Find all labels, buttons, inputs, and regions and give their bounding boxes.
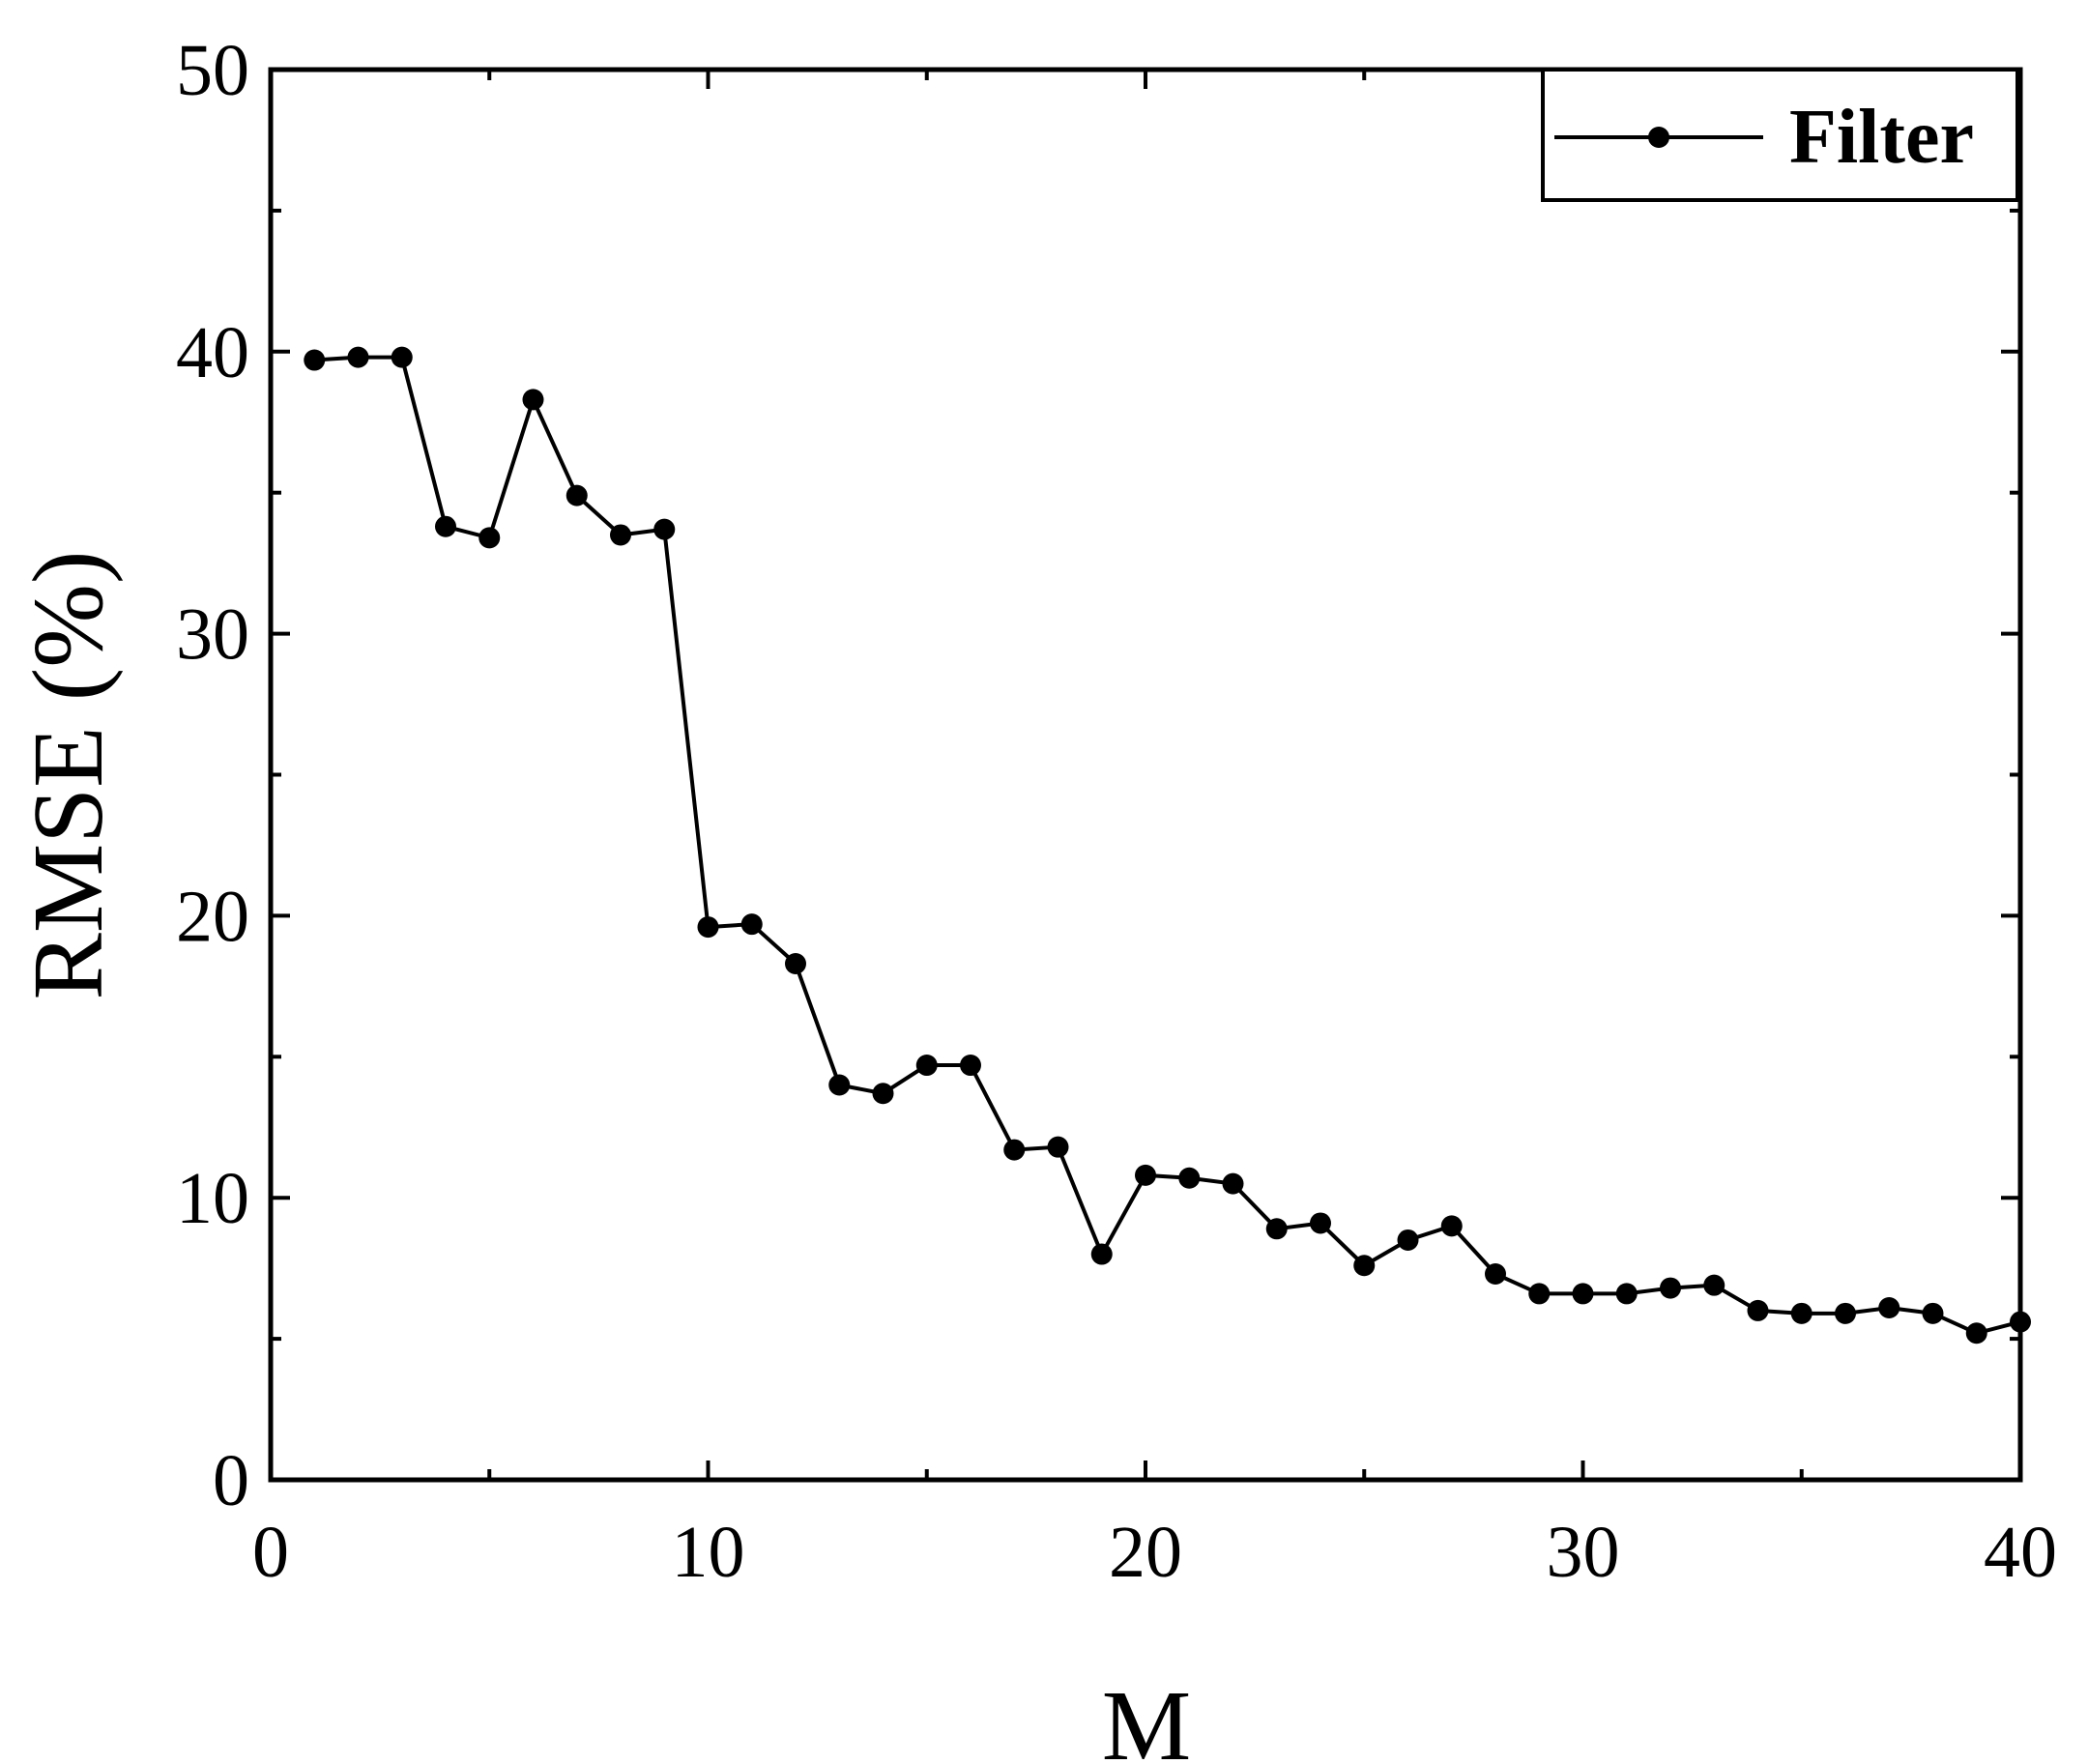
x-axis-label: M	[1102, 1670, 1191, 1764]
data-point	[1090, 1243, 1113, 1265]
data-point	[740, 913, 763, 936]
data-point	[1265, 1218, 1288, 1240]
data-point	[304, 349, 326, 371]
data-point	[872, 1083, 894, 1105]
data-point	[1615, 1283, 1638, 1305]
data-point	[478, 527, 501, 549]
data-point	[1572, 1283, 1594, 1305]
data-point	[828, 1074, 851, 1096]
x-tick-label: 20	[1109, 1512, 1182, 1593]
plot-frame	[268, 67, 2023, 1483]
y-tick-label: 10	[176, 1158, 249, 1239]
data-point	[1485, 1262, 1506, 1285]
x-tick-label: 40	[1984, 1512, 2057, 1593]
data-point	[1178, 1167, 1201, 1189]
y-axis-label: RMSE (%)	[13, 550, 124, 999]
data-point	[1528, 1283, 1551, 1305]
y-tick-label: 40	[176, 312, 249, 393]
x-tick-label: 0	[252, 1512, 289, 1593]
data-point	[1397, 1229, 1419, 1251]
data-point	[1003, 1139, 1026, 1161]
data-point	[1310, 1212, 1331, 1234]
data-point	[1835, 1302, 1856, 1324]
data-point	[1440, 1215, 1463, 1237]
x-tick-label: 30	[1547, 1512, 1620, 1593]
data-point	[915, 1055, 938, 1077]
data-point	[960, 1055, 981, 1077]
legend-label: Filter	[1789, 95, 1974, 180]
data-point	[1965, 1322, 1987, 1345]
x-tick-label: 10	[672, 1512, 745, 1593]
y-tick-label: 0	[213, 1440, 249, 1521]
data-point	[1790, 1302, 1812, 1324]
data-point	[697, 916, 719, 939]
legend-marker	[1648, 127, 1669, 148]
data-point	[1922, 1302, 1944, 1324]
data-point	[347, 346, 369, 368]
data-point	[1047, 1136, 1069, 1158]
data-point	[1353, 1255, 1376, 1277]
data-point	[1222, 1172, 1244, 1195]
data-point	[435, 515, 456, 537]
y-tick-label: 20	[176, 876, 249, 957]
data-point	[610, 524, 631, 546]
y-tick-label: 50	[176, 30, 249, 111]
data-point	[566, 484, 588, 506]
legend-box	[1541, 68, 2019, 202]
data-point	[1703, 1274, 1726, 1296]
data-point	[522, 389, 544, 411]
data-point	[1660, 1277, 1681, 1299]
data-point	[1135, 1164, 1156, 1186]
y-tick-label: 30	[176, 594, 249, 676]
data-line	[314, 355, 2021, 1336]
data-point	[785, 953, 806, 975]
data-point	[1878, 1297, 1900, 1319]
data-point	[1747, 1299, 1769, 1321]
data-point	[653, 518, 676, 540]
data-point	[391, 346, 413, 368]
